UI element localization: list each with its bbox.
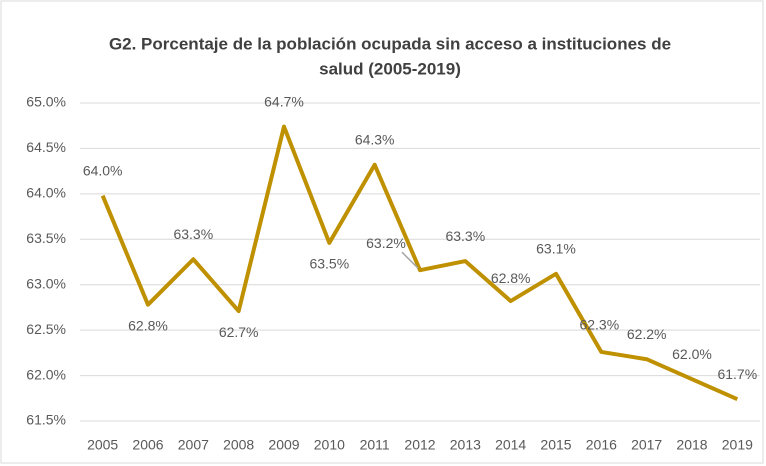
data-label: 63.5% <box>309 256 349 272</box>
data-label: 61.7% <box>717 366 757 382</box>
x-tick-label: 2010 <box>314 437 345 453</box>
y-tick-label: 62.5% <box>26 321 66 337</box>
x-tick-label: 2013 <box>450 437 481 453</box>
x-tick-label: 2015 <box>540 437 571 453</box>
x-tick-label: 2016 <box>586 437 617 453</box>
data-label: 64.3% <box>355 131 395 147</box>
data-label: 62.7% <box>219 324 259 340</box>
y-tick-label: 64.0% <box>26 185 66 201</box>
x-tick-label: 2007 <box>178 437 209 453</box>
data-label: 63.1% <box>536 241 576 257</box>
data-label: 62.3% <box>579 317 619 333</box>
data-line <box>100 124 739 402</box>
x-tick-label: 2019 <box>722 437 753 453</box>
x-tick-label: 2008 <box>223 437 254 453</box>
y-tick-label: 63.0% <box>26 275 66 291</box>
x-tick-label: 2017 <box>631 437 662 453</box>
chart-title: salud (2005-2019) <box>319 59 461 78</box>
y-tick-label: 63.5% <box>26 230 66 246</box>
x-tick-label: 2005 <box>87 437 118 453</box>
x-tick-label: 2014 <box>495 437 526 453</box>
data-label: 63.2% <box>366 235 406 251</box>
x-tick-label: 2009 <box>268 437 299 453</box>
y-tick-label: 61.5% <box>26 412 66 428</box>
x-tick-label: 2012 <box>404 437 435 453</box>
data-label: 62.2% <box>627 326 667 342</box>
data-label: 63.3% <box>445 228 485 244</box>
data-label: 64.0% <box>83 162 123 178</box>
leader-line <box>401 251 419 269</box>
x-tick-label: 2006 <box>132 437 163 453</box>
y-tick-label: 65.0% <box>26 94 66 110</box>
x-tick-label: 2018 <box>676 437 707 453</box>
data-label: 62.8% <box>491 270 531 286</box>
data-label: 62.0% <box>672 346 712 362</box>
x-tick-label: 2011 <box>360 437 390 453</box>
data-label: 62.8% <box>128 317 168 333</box>
data-label: 63.3% <box>173 226 213 242</box>
data-label: 64.7% <box>264 93 304 109</box>
chart-title: G2. Porcentaje de la población ocupada s… <box>109 34 671 53</box>
y-tick-label: 62.0% <box>26 366 66 382</box>
y-tick-label: 64.5% <box>26 139 66 155</box>
